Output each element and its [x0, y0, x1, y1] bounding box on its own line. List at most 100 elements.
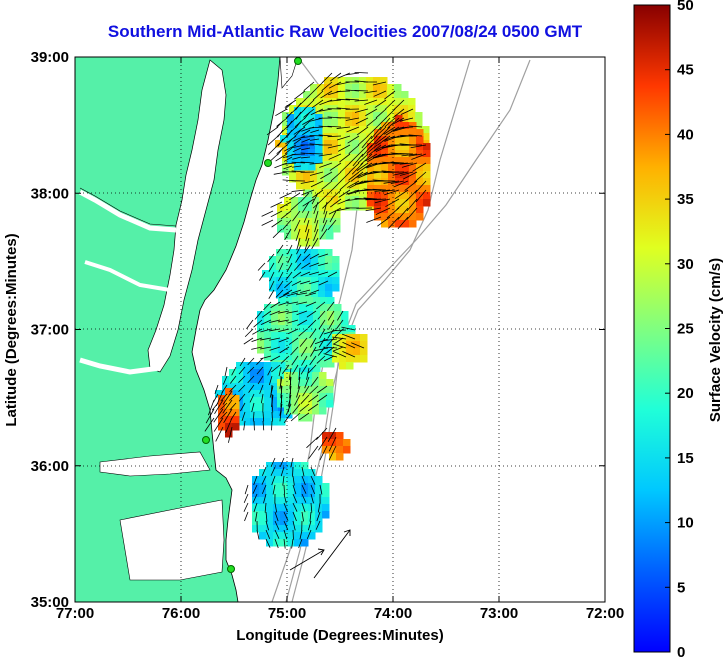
velocity-arrow — [278, 366, 282, 377]
velocity-cell — [273, 462, 281, 470]
velocity-cell — [257, 346, 265, 354]
velocity-cell — [318, 284, 326, 292]
velocity-arrow — [318, 134, 333, 137]
velocity-arrow — [406, 198, 418, 212]
velocity-cell — [291, 386, 299, 394]
velocity-cell — [271, 346, 279, 354]
velocity-cell — [305, 225, 313, 233]
velocity-cell — [338, 161, 346, 169]
velocity-cell — [291, 225, 299, 233]
velocity-arrow — [361, 144, 373, 158]
velocity-cell — [324, 77, 332, 85]
velocity-cell — [338, 112, 346, 120]
velocity-cell — [225, 423, 233, 431]
velocity-cell — [298, 400, 306, 408]
velocity-cell — [402, 171, 410, 179]
velocity-arrow — [279, 192, 292, 199]
velocity-cell — [395, 136, 403, 144]
velocity-arrow — [385, 198, 400, 208]
velocity-cell — [401, 112, 409, 120]
velocity-cell — [306, 325, 314, 333]
velocity-cell — [298, 372, 306, 380]
velocity-cell — [324, 119, 332, 127]
velocity-arrow — [342, 351, 356, 358]
velocity-arrow — [238, 366, 246, 375]
velocity-cell — [308, 114, 316, 122]
velocity-arrow — [358, 144, 369, 155]
velocity-arrow — [268, 289, 275, 299]
velocity-cell — [313, 367, 321, 375]
velocity-arrow — [283, 484, 286, 495]
velocity-cell — [360, 348, 368, 356]
velocity-cell — [366, 98, 374, 106]
velocity-arrow — [348, 180, 364, 189]
velocity-cell — [225, 430, 233, 438]
velocity-cell — [311, 270, 319, 278]
velocity-arrow — [347, 135, 360, 144]
velocity-arrow — [320, 171, 333, 180]
velocity-cell — [416, 143, 424, 151]
velocity-cell — [395, 206, 403, 214]
velocity-arrow — [301, 511, 304, 522]
velocity-cell — [394, 91, 402, 99]
velocity-cell — [380, 77, 388, 85]
velocity-cell — [264, 339, 272, 347]
velocity-cell — [394, 84, 402, 92]
velocity-arrow — [310, 138, 320, 141]
velocity-arrow — [306, 310, 317, 318]
rappahannock-river — [84, 260, 171, 292]
velocity-cell — [338, 189, 346, 197]
velocity-cell — [423, 178, 431, 186]
velocity-arrow — [220, 402, 228, 410]
velocity-arrow — [271, 475, 276, 486]
velocity-cell — [313, 353, 321, 361]
velocity-cell — [409, 206, 417, 214]
velocity-cell — [312, 197, 320, 205]
velocity-arrow — [303, 210, 310, 223]
velocity-cell — [331, 140, 339, 148]
y-tick-label: 36:00 — [31, 458, 69, 475]
velocity-cell — [303, 91, 311, 99]
velocity-arrow — [411, 153, 427, 160]
velocity-cell — [301, 149, 309, 157]
velocity-cell — [338, 126, 346, 134]
velocity-arrow — [239, 357, 246, 367]
velocity-arrow — [317, 385, 328, 394]
velocity-cell — [284, 400, 292, 408]
velocity-arrow — [224, 366, 228, 377]
velocity-cell — [324, 91, 332, 99]
velocity-cell — [306, 318, 314, 326]
velocity-cell — [338, 168, 346, 176]
velocity-arrow — [296, 244, 302, 255]
velocity-arrow — [299, 403, 310, 412]
velocity-cell — [312, 239, 320, 247]
velocity-cell — [298, 232, 306, 240]
velocity-cell — [297, 263, 305, 271]
colorbar-tick-label: 20 — [677, 385, 694, 402]
velocity-arrow — [318, 153, 333, 157]
velocity-arrow — [277, 271, 284, 282]
velocity-cell — [301, 469, 309, 477]
velocity-arrow — [367, 126, 378, 137]
velocity-arrow — [257, 375, 264, 385]
velocity-cell — [301, 525, 309, 533]
velocity-arrow — [327, 219, 337, 231]
velocity-cell — [259, 525, 267, 533]
velocity-cell — [331, 154, 339, 162]
velocity-cell — [319, 393, 327, 401]
velocity-arrow — [408, 153, 423, 157]
velocity-cell — [299, 346, 307, 354]
velocity-cell — [282, 112, 290, 120]
velocity-cell — [352, 168, 360, 176]
velocity-cell — [327, 318, 335, 326]
velocity-cell — [366, 119, 374, 127]
velocity-cell — [341, 311, 349, 319]
velocity-arrow — [269, 385, 274, 398]
velocity-cell — [291, 393, 299, 401]
velocity-arrow — [357, 153, 369, 164]
velocity-arrow — [292, 156, 302, 160]
velocity-cell — [331, 119, 339, 127]
velocity-arrow — [305, 301, 317, 307]
velocity-arrow — [310, 180, 324, 188]
velocity-cell — [294, 497, 302, 505]
